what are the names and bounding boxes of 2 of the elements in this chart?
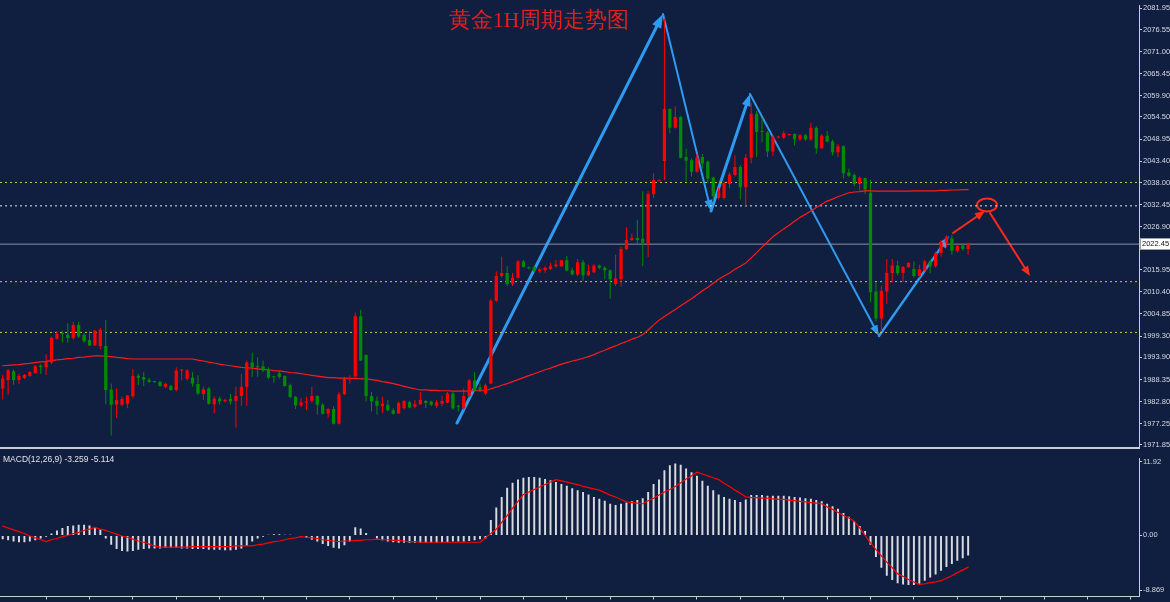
chart-title: MACD(12,26,9) -3.259 -5.114 [3, 454, 115, 465]
chart-title: 黄金1H周期走势图 [449, 8, 630, 33]
